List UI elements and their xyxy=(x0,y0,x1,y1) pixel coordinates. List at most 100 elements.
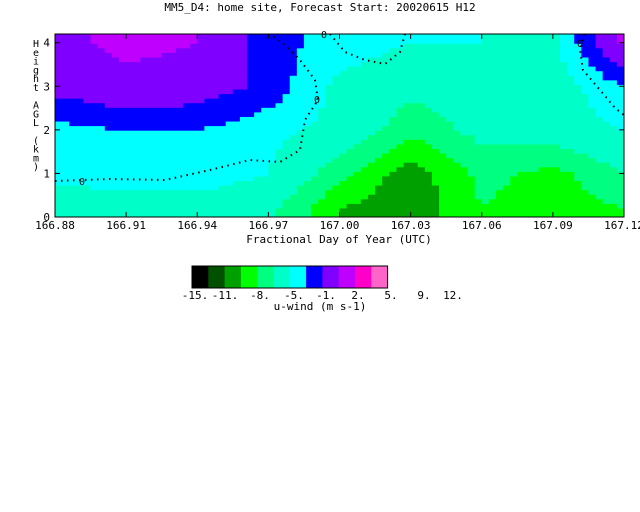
field-cell xyxy=(552,34,561,40)
field-cell xyxy=(97,166,106,172)
field-cell xyxy=(175,43,184,49)
field-cell xyxy=(268,139,277,145)
field-cell xyxy=(481,56,490,63)
field-cell xyxy=(268,207,277,214)
field-cell xyxy=(460,152,469,159)
field-cell xyxy=(69,116,77,122)
field-cell xyxy=(239,143,248,149)
field-cell xyxy=(161,184,170,191)
field-cell xyxy=(218,166,227,172)
field-cell xyxy=(559,180,568,186)
field-cell xyxy=(332,43,341,49)
field-cell xyxy=(332,148,341,154)
field-cell xyxy=(154,38,163,44)
field-cell xyxy=(389,107,397,113)
field-cell xyxy=(204,56,213,63)
field-cell xyxy=(559,207,568,214)
field-cell xyxy=(303,166,312,172)
field-cell xyxy=(488,84,497,90)
field-cell xyxy=(126,175,134,181)
field-cell xyxy=(175,171,184,177)
field-cell xyxy=(524,70,533,76)
field-cell xyxy=(190,203,198,209)
field-cell xyxy=(140,52,149,58)
field-cell xyxy=(204,171,213,177)
field-cell xyxy=(211,194,220,200)
field-cell xyxy=(424,70,433,76)
field-cell xyxy=(154,207,163,214)
field-cell xyxy=(581,162,590,168)
field-cell xyxy=(581,38,590,44)
field-cell xyxy=(524,139,533,145)
field-cell xyxy=(268,166,277,172)
field-cell xyxy=(69,38,77,44)
field-cell xyxy=(375,166,383,172)
field-cell xyxy=(161,61,170,67)
field-cell xyxy=(524,79,533,85)
field-cell xyxy=(574,194,582,200)
field-cell xyxy=(446,79,454,85)
field-cell xyxy=(325,43,333,49)
field-cell xyxy=(417,198,426,204)
field-cell xyxy=(275,207,284,214)
field-cell xyxy=(609,125,618,131)
x-tick-label: 166.94 xyxy=(177,219,217,232)
field-cell xyxy=(503,198,511,204)
field-cell xyxy=(567,134,575,140)
field-cell xyxy=(303,98,312,104)
field-cell xyxy=(474,38,483,44)
field-cell xyxy=(325,38,333,44)
field-cell xyxy=(296,171,305,177)
field-cell xyxy=(275,166,284,172)
field-cell xyxy=(460,61,469,67)
field-cell xyxy=(275,203,284,209)
field-cell xyxy=(524,162,533,168)
field-cell xyxy=(168,139,177,145)
field-cell xyxy=(218,111,227,117)
field-cell xyxy=(382,207,390,214)
field-cell xyxy=(339,107,348,113)
field-cell xyxy=(197,34,205,40)
field-cell xyxy=(403,203,412,209)
field-cell xyxy=(360,162,369,168)
field-cell xyxy=(211,102,220,108)
field-cell xyxy=(296,56,305,63)
field-cell xyxy=(410,166,419,172)
field-cell xyxy=(609,120,618,127)
field-cell xyxy=(204,194,213,200)
field-cell xyxy=(517,52,526,58)
field-cell xyxy=(495,148,504,154)
field-cell xyxy=(311,175,319,181)
field-cell xyxy=(389,52,397,58)
field-cell xyxy=(375,207,383,214)
field-cell xyxy=(76,52,85,58)
field-cell xyxy=(424,66,433,72)
field-cell xyxy=(275,56,284,63)
field-cell xyxy=(218,212,227,217)
field-cell xyxy=(467,56,476,63)
field-cell xyxy=(325,194,333,200)
field-cell xyxy=(510,93,518,99)
field-cell xyxy=(382,107,390,113)
field-cell xyxy=(261,75,269,81)
field-cell xyxy=(474,189,483,195)
field-cell xyxy=(360,56,369,63)
field-cell xyxy=(403,212,412,217)
field-cell xyxy=(389,143,397,149)
field-cell xyxy=(126,157,134,163)
field-cell xyxy=(389,111,397,117)
field-cell xyxy=(168,162,177,168)
field-cell xyxy=(460,93,469,99)
field-cell xyxy=(545,107,554,113)
field-cell xyxy=(289,107,298,113)
field-cell xyxy=(389,157,397,163)
field-cell xyxy=(211,52,220,58)
field-cell xyxy=(382,194,390,200)
field-cell xyxy=(439,207,447,214)
field-cell xyxy=(90,134,99,140)
field-cell xyxy=(83,212,92,217)
field-cell xyxy=(76,143,85,149)
field-cell xyxy=(90,61,99,67)
field-cell xyxy=(232,212,241,217)
field-cell xyxy=(588,79,597,85)
